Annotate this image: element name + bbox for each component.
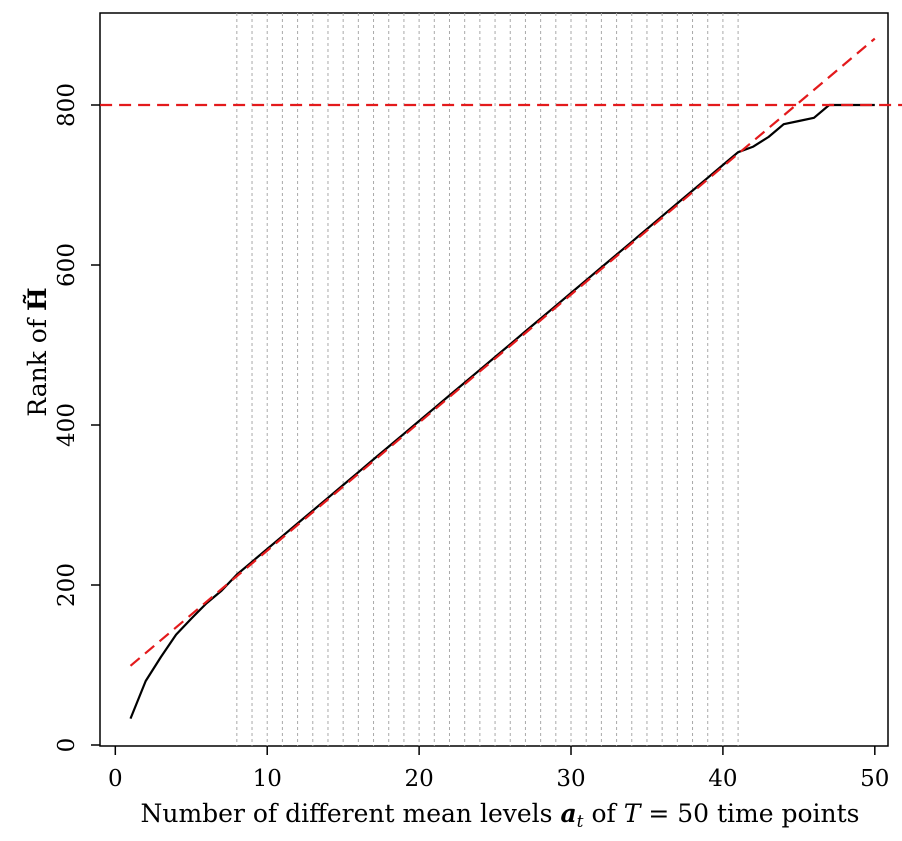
y-axis: 0 200 400 600 800 bbox=[54, 83, 100, 752]
x-axis: 0 10 20 30 40 50 bbox=[108, 746, 889, 792]
x-axis-title: Number of different mean levels at of T … bbox=[140, 799, 859, 832]
x-tick-label-50: 50 bbox=[860, 766, 889, 792]
series-line-0 bbox=[129, 103, 875, 720]
x-axis-title-text: Number of different mean levels bbox=[140, 799, 560, 828]
y-tick-label-200: 200 bbox=[54, 563, 80, 607]
y-axis-title: Rank of H̃ bbox=[23, 287, 52, 416]
x-axis-title-subscript: t bbox=[577, 812, 584, 832]
x-tick-label-0: 0 bbox=[108, 766, 123, 792]
vertical-guides bbox=[236, 13, 739, 746]
y-tick-label-800: 800 bbox=[54, 83, 80, 127]
x-tick-label-20: 20 bbox=[404, 766, 433, 792]
x-axis-title-symbol-t: T bbox=[624, 799, 643, 828]
y-axis-title-text: Rank of bbox=[23, 311, 52, 417]
plot-frame bbox=[99, 12, 889, 747]
x-axis-title-symbol-a: a bbox=[560, 799, 576, 828]
y-tick-label-400: 400 bbox=[54, 403, 80, 447]
x-axis-title-text-of: of bbox=[584, 799, 624, 828]
y-tick-label-600: 600 bbox=[54, 243, 80, 287]
x-tick-label-10: 10 bbox=[253, 766, 282, 792]
series-lines bbox=[100, 37, 902, 720]
y-tick-label-0: 0 bbox=[54, 738, 80, 753]
x-tick-label-40: 40 bbox=[708, 766, 737, 792]
x-tick-label-30: 30 bbox=[556, 766, 585, 792]
y-axis-title-symbol: H̃ bbox=[23, 287, 52, 311]
x-axis-title-text-tail: = 50 time points bbox=[640, 799, 859, 828]
series-line-1 bbox=[129, 37, 876, 667]
